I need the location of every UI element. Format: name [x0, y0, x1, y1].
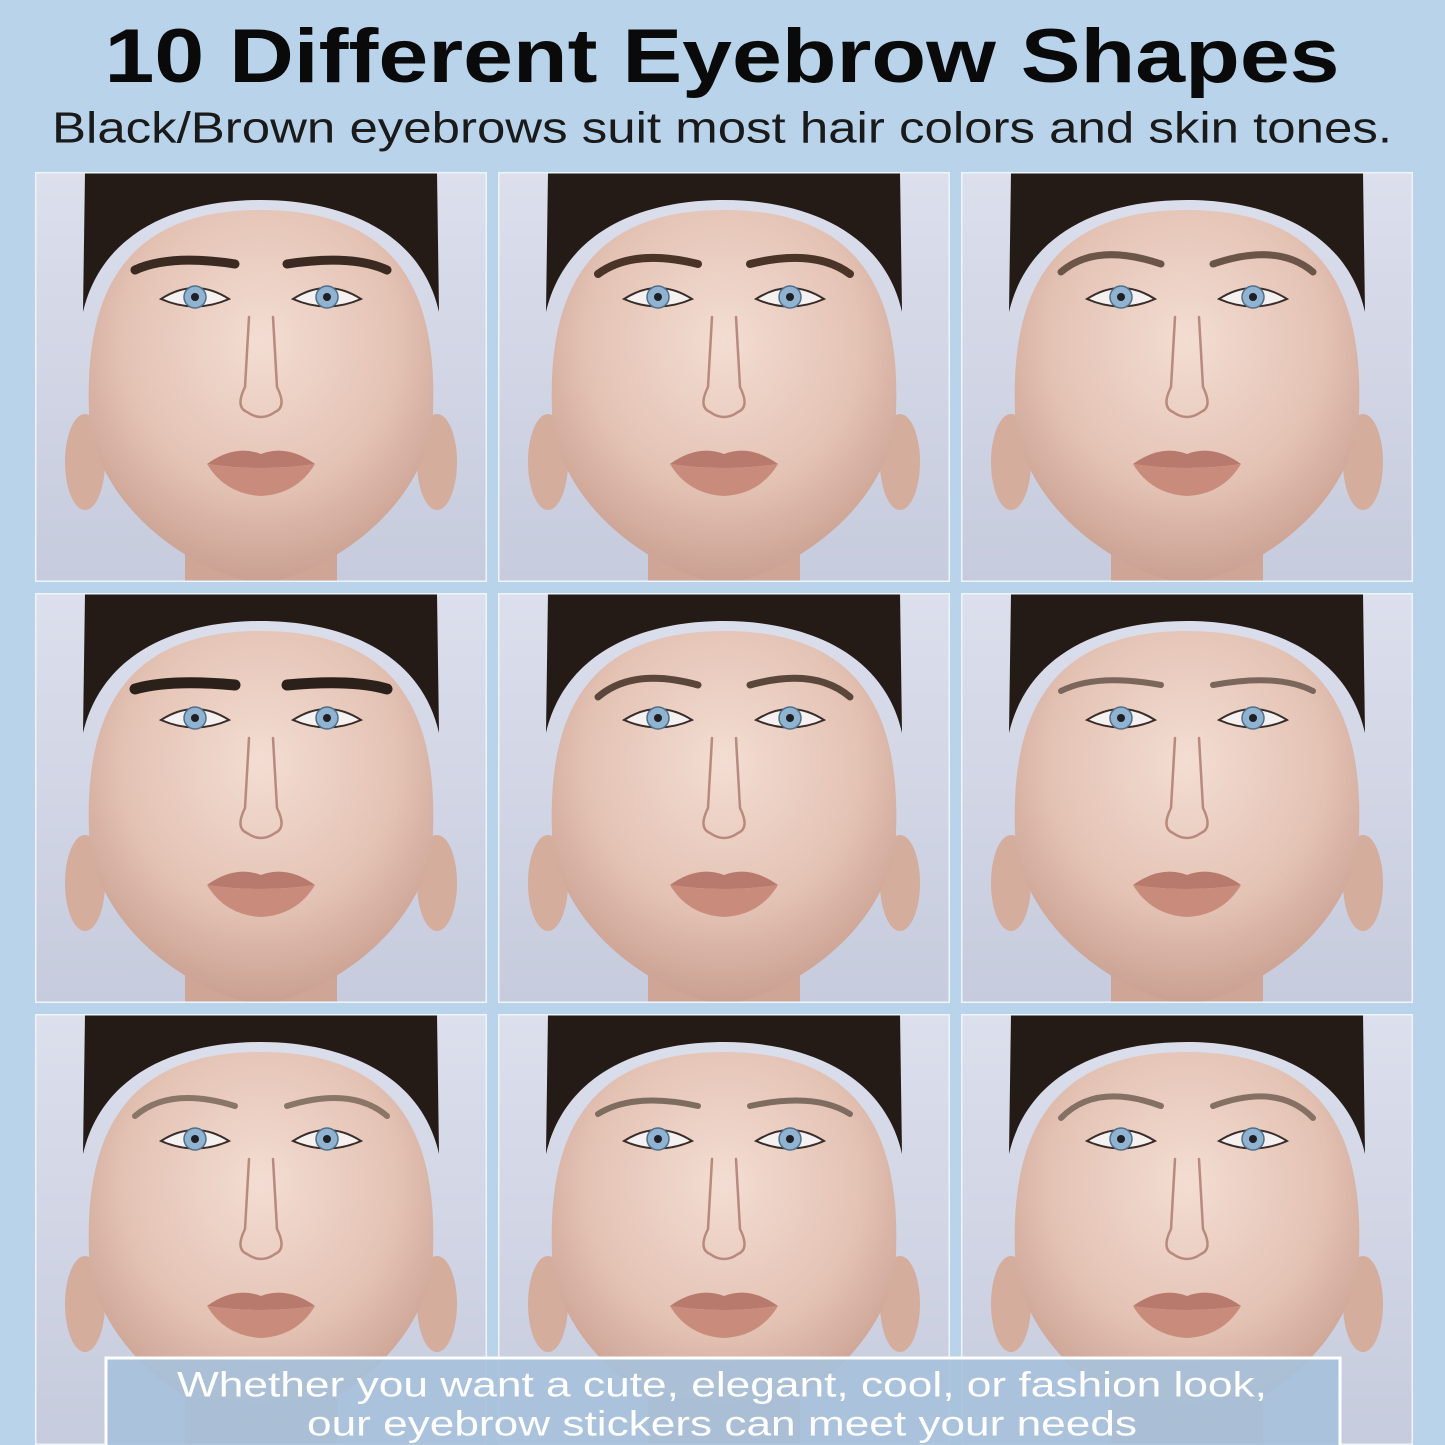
- photo-grid: [35, 172, 1413, 1445]
- pupil: [323, 1135, 331, 1143]
- face-tile: [961, 172, 1413, 582]
- face-tile: [35, 172, 487, 582]
- pupil: [786, 293, 794, 301]
- tile-border: [498, 593, 950, 1003]
- footer-banner: [104, 1356, 1342, 1445]
- pupil: [786, 714, 794, 722]
- face-tile: [35, 593, 487, 1003]
- tile-border: [961, 172, 1413, 582]
- pupil: [786, 1135, 794, 1143]
- upper-lip: [207, 871, 315, 889]
- hair: [1009, 593, 1365, 733]
- tile-border: [35, 593, 487, 1003]
- nose: [239, 736, 283, 840]
- pupil: [191, 293, 199, 301]
- lower-lip: [1133, 1306, 1241, 1338]
- upper-lip: [1133, 871, 1241, 889]
- hair: [83, 172, 439, 312]
- hair: [546, 1014, 902, 1154]
- upper-lip: [207, 450, 315, 468]
- upper-lip: [670, 871, 778, 889]
- eyebrow: [746, 674, 854, 701]
- eyebrow: [281, 677, 393, 695]
- eyebrow: [282, 255, 392, 275]
- eyebrow: [1209, 251, 1317, 276]
- nose: [239, 315, 283, 419]
- pupil: [1117, 293, 1125, 301]
- lower-lip: [1133, 885, 1241, 917]
- face-tile: [498, 172, 950, 582]
- eyebrow: [284, 1095, 390, 1119]
- nose: [1165, 315, 1209, 419]
- pupil: [1249, 714, 1257, 722]
- eyebrow: [1210, 1093, 1316, 1121]
- eyebrow: [1210, 677, 1316, 694]
- face-tile: [961, 593, 1413, 1003]
- tile-border: [961, 593, 1413, 1003]
- upper-lip: [207, 1292, 315, 1310]
- hair: [546, 593, 902, 733]
- pupil: [1249, 293, 1257, 301]
- pupil: [323, 714, 331, 722]
- footer-line: Whether you want a cute, elegant, cool, …: [177, 1365, 1267, 1404]
- eyebrow: [129, 677, 241, 695]
- nose: [1165, 1157, 1209, 1261]
- upper-lip: [1133, 1292, 1241, 1310]
- eyebrow: [130, 255, 240, 275]
- pupil: [654, 714, 662, 722]
- subtitle: Black/Brown eyebrows suit most hair colo…: [52, 104, 1392, 153]
- hair: [83, 1014, 439, 1154]
- nose: [702, 315, 746, 419]
- hair: [1009, 172, 1365, 312]
- pupil: [191, 1135, 199, 1143]
- lower-lip: [670, 464, 778, 496]
- hair: [83, 593, 439, 733]
- tile-border: [35, 172, 487, 582]
- nose: [1165, 736, 1209, 840]
- nose: [702, 1157, 746, 1261]
- nose: [702, 736, 746, 840]
- pupil: [323, 293, 331, 301]
- face-tile: [498, 593, 950, 1003]
- hair: [1009, 1014, 1365, 1154]
- eyebrow: [595, 1097, 701, 1117]
- eyebrow: [1058, 1093, 1164, 1121]
- eyebrow: [1058, 677, 1164, 694]
- upper-lip: [670, 1292, 778, 1310]
- lower-lip: [207, 464, 315, 496]
- tile-border: [498, 172, 950, 582]
- footer-line: our eyebrow stickers can meet your needs: [307, 1404, 1137, 1443]
- hair: [546, 172, 902, 312]
- nose: [239, 1157, 283, 1261]
- eyebrow: [746, 253, 854, 278]
- lower-lip: [1133, 464, 1241, 496]
- eyebrow: [594, 253, 702, 278]
- pupil: [654, 293, 662, 301]
- lower-lip: [670, 885, 778, 917]
- upper-lip: [1133, 450, 1241, 468]
- upper-lip: [670, 450, 778, 468]
- lower-lip: [207, 1306, 315, 1338]
- pupil: [654, 1135, 662, 1143]
- title: 10 Different Eyebrow Shapes: [105, 14, 1340, 99]
- pupil: [1117, 714, 1125, 722]
- eyebrow: [132, 1095, 238, 1119]
- pupil: [1117, 1135, 1125, 1143]
- lower-lip: [670, 1306, 778, 1338]
- pupil: [191, 714, 199, 722]
- pupil: [1249, 1135, 1257, 1143]
- lower-lip: [207, 885, 315, 917]
- eyebrow: [747, 1097, 853, 1117]
- eyebrow: [1057, 251, 1165, 276]
- eyebrow: [594, 674, 702, 701]
